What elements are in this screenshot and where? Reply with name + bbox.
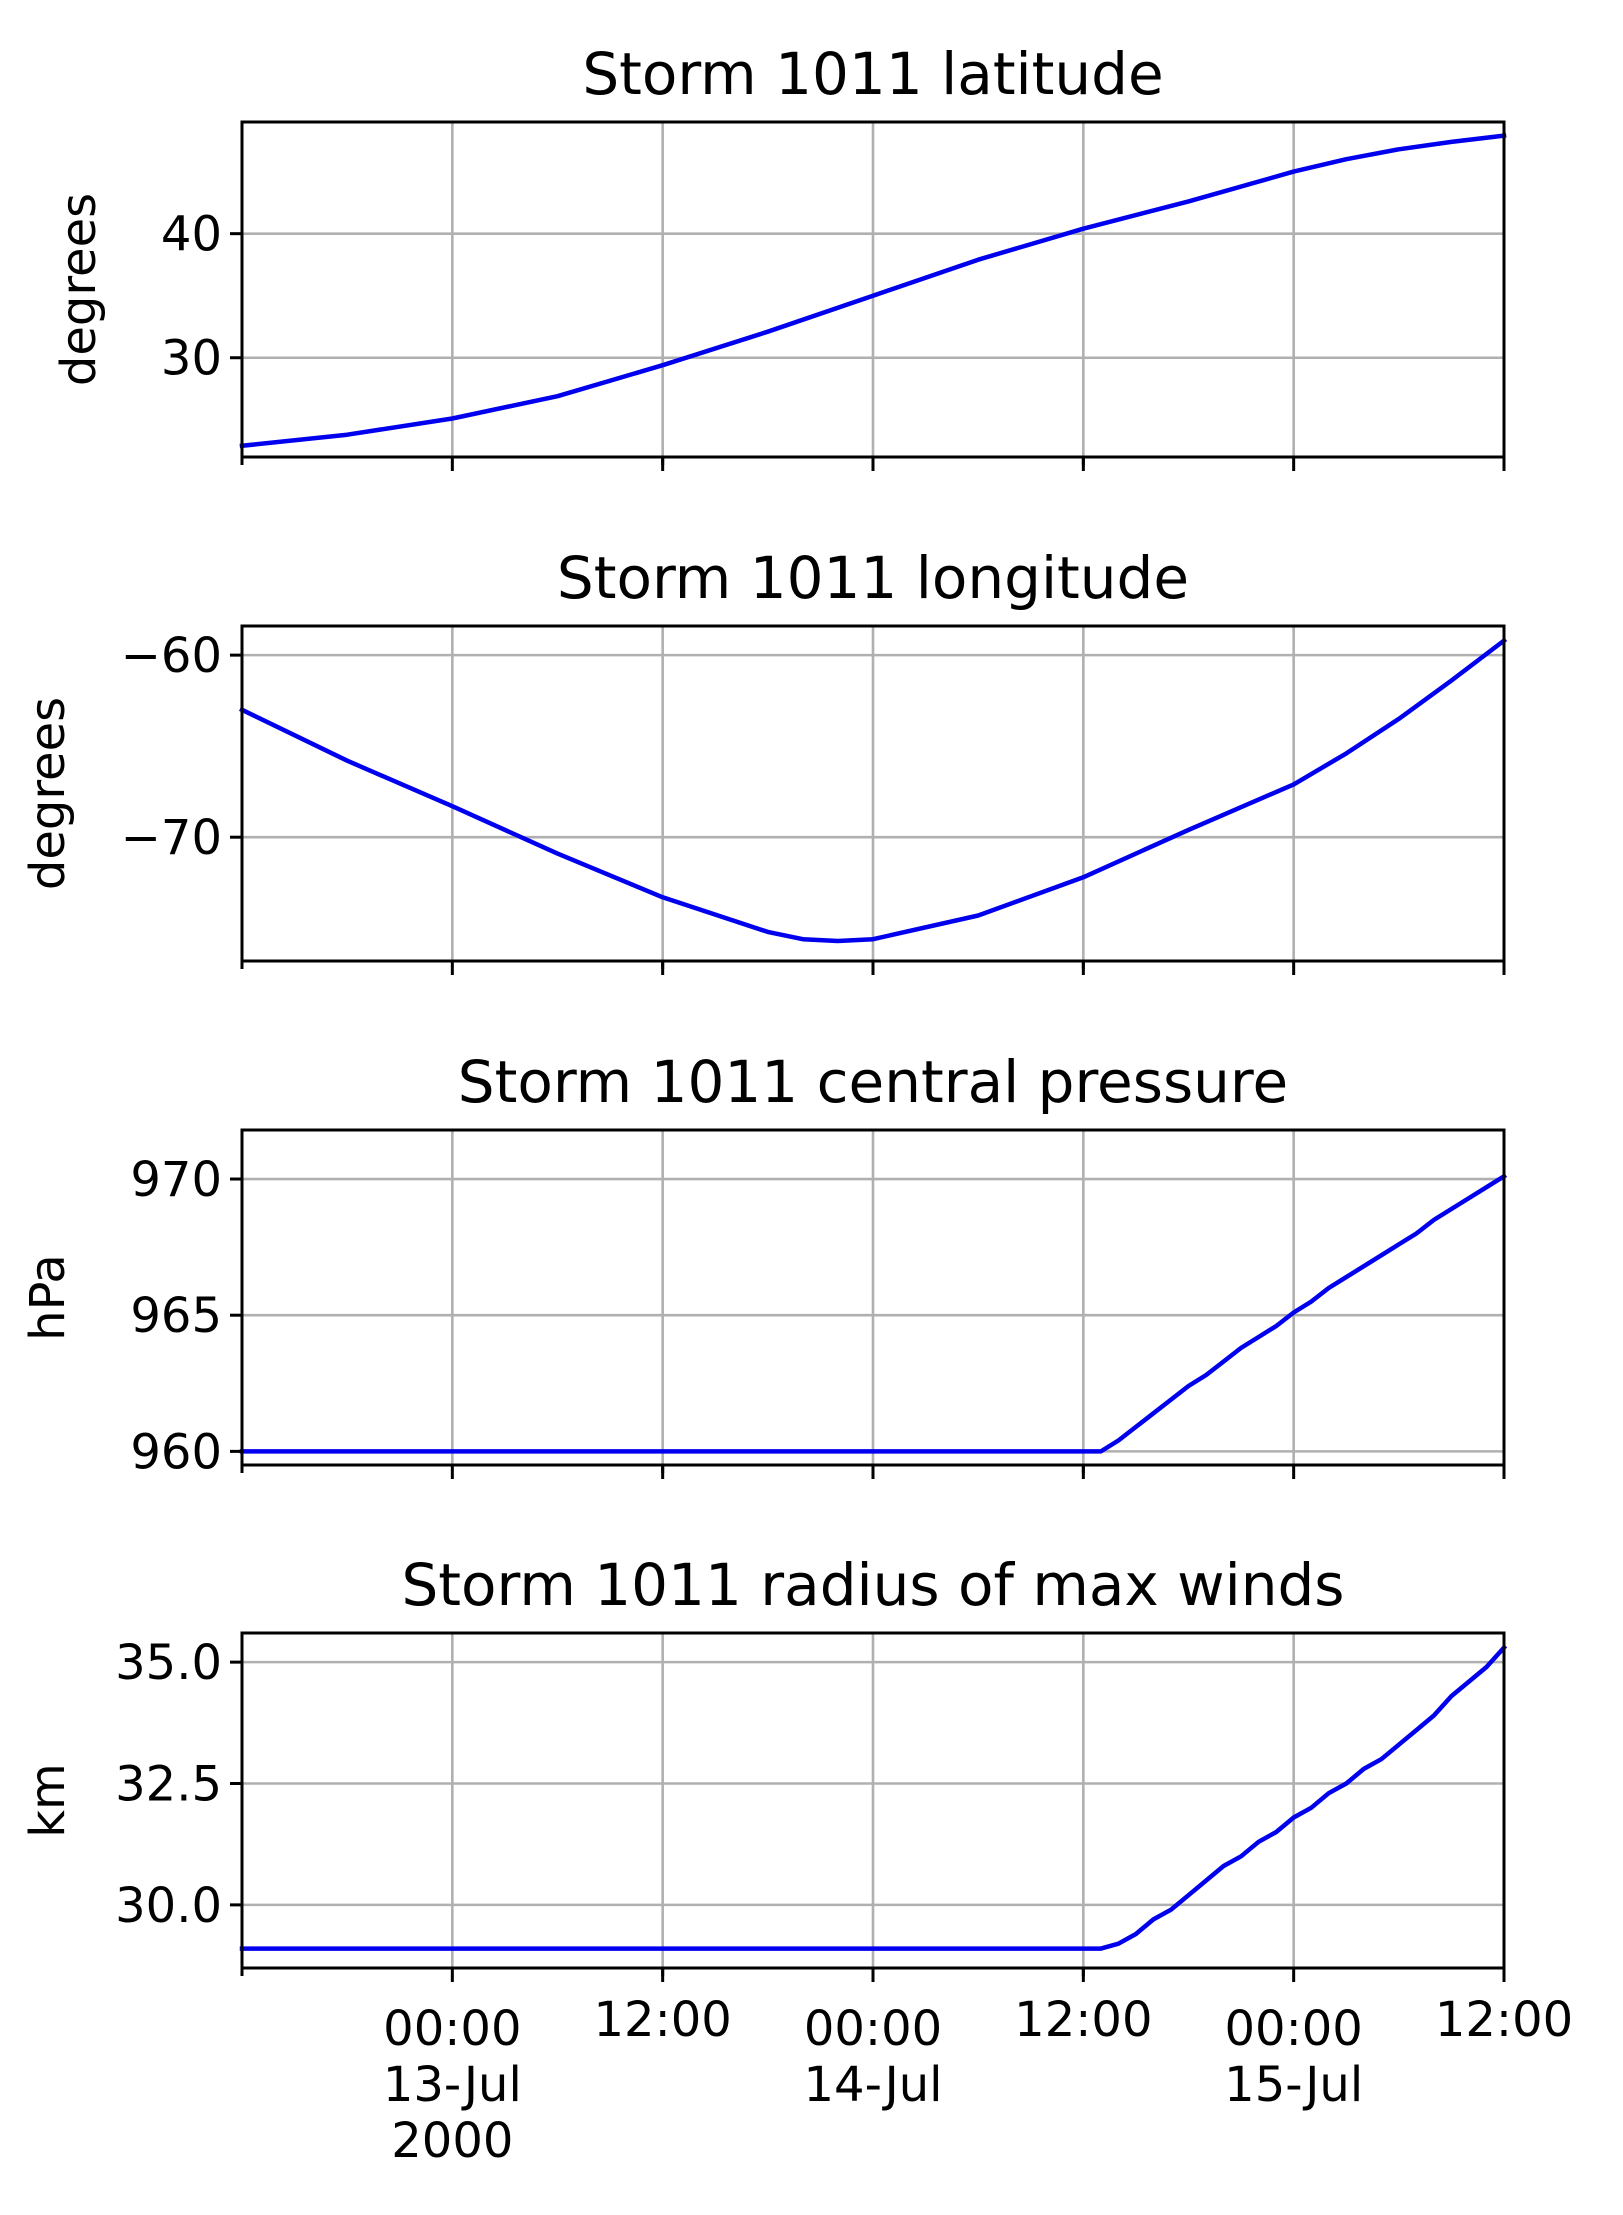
y-tick-label: 35.0 bbox=[115, 1635, 222, 1691]
y-tick-label: 32.5 bbox=[115, 1757, 222, 1813]
chart-title: Storm 1011 radius of max winds bbox=[401, 1551, 1344, 1619]
y-tick-label: 965 bbox=[130, 1288, 222, 1344]
x-tick-label: 00:00 bbox=[1225, 2001, 1363, 2057]
y-axis-label: hPa bbox=[20, 1254, 76, 1341]
x-tick-label: 00:00 bbox=[383, 2001, 521, 2057]
y-tick-label: 30 bbox=[161, 331, 222, 387]
series-line-longitude bbox=[238, 637, 1508, 944]
x-tick-label: 13-Jul bbox=[383, 2057, 522, 2113]
panel-radius-of-max-winds: Storm 1011 radius of max winds 30.0 32.5 35… bbox=[20, 1551, 1508, 1982]
y-axis-label: km bbox=[20, 1763, 76, 1838]
y-tick-label: −60 bbox=[121, 628, 222, 684]
series-line-central-pressure bbox=[239, 1173, 1508, 1454]
y-tick-label: 970 bbox=[130, 1152, 222, 1208]
x-tick-label: 12:00 bbox=[1435, 1992, 1573, 2048]
chart-title: Storm 1011 central pressure bbox=[458, 1048, 1288, 1116]
x-tick-label: 12:00 bbox=[1014, 1992, 1152, 2048]
chart-title: Storm 1011 longitude bbox=[557, 544, 1189, 612]
x-tick-label: 15-Jul bbox=[1224, 2057, 1363, 2113]
y-tick-label: 960 bbox=[130, 1424, 222, 1480]
y-axis-label: degrees bbox=[51, 193, 107, 386]
x-tick-label: 14-Jul bbox=[804, 2057, 943, 2113]
y-tick-label: −70 bbox=[121, 810, 222, 866]
series-line-radius-of-max-winds bbox=[239, 1644, 1508, 1951]
x-tick-label: 00:00 bbox=[804, 2001, 942, 2057]
panel-latitude: Storm 1011 latitude 30 40 degrees bbox=[51, 40, 1507, 471]
y-axis-label: degrees bbox=[20, 697, 76, 890]
y-tick-label: 40 bbox=[161, 207, 222, 263]
panel-central-pressure: Storm 1011 central pressure 960 965 970 hPa bbox=[20, 1048, 1508, 1480]
panel-longitude: Storm 1011 longitude −70 −60 degrees bbox=[20, 544, 1508, 975]
x-tick-label: 2000 bbox=[391, 2113, 513, 2169]
chart-title: Storm 1011 latitude bbox=[582, 40, 1163, 108]
series-line-latitude bbox=[239, 133, 1507, 449]
x-tick-label: 12:00 bbox=[594, 1992, 732, 2048]
y-tick-label: 30.0 bbox=[115, 1878, 222, 1934]
